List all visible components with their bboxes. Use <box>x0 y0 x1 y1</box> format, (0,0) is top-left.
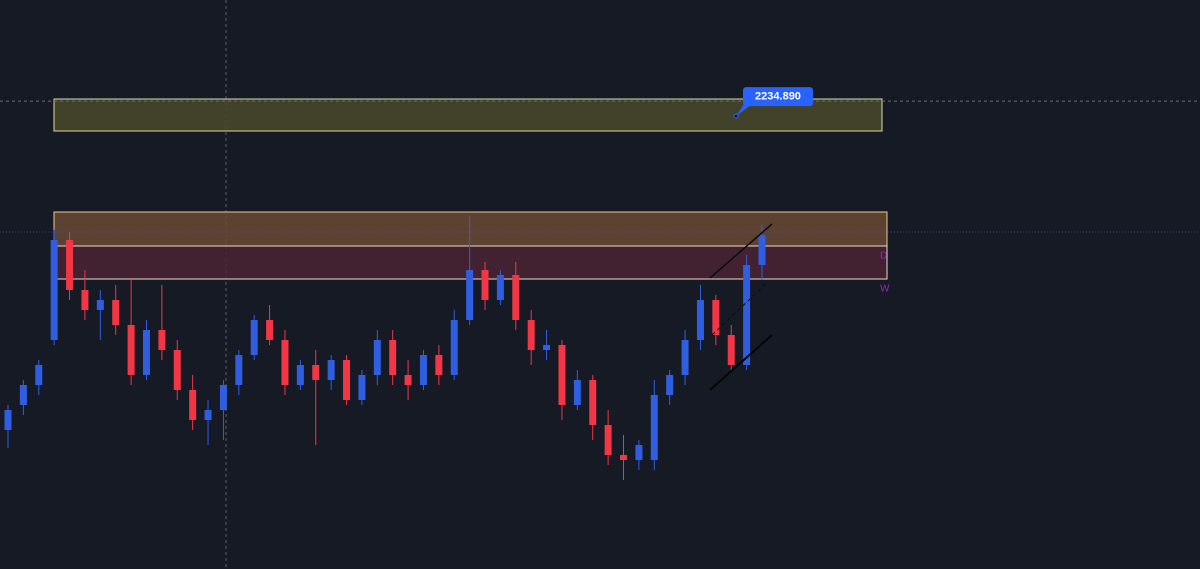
price-callout-point <box>733 113 739 119</box>
candle-body <box>66 240 74 290</box>
candle-body <box>573 380 581 405</box>
candle-body <box>312 365 320 380</box>
candle-body <box>158 330 166 350</box>
candle-body <box>173 350 181 390</box>
candle-body <box>19 385 27 405</box>
zone <box>53 98 883 132</box>
overlay: D W 2234.890 <box>733 87 890 295</box>
candle-body <box>389 340 397 375</box>
candle-body <box>712 300 720 335</box>
channel-line <box>711 281 769 336</box>
candle-body <box>189 390 197 420</box>
candle-body <box>419 355 427 385</box>
channel-line <box>709 223 773 279</box>
candle-body <box>481 270 489 300</box>
zone <box>53 211 888 247</box>
candle-body <box>543 345 551 350</box>
price-callout-box <box>743 87 813 107</box>
candle-body <box>743 265 751 365</box>
candle-body <box>404 375 412 385</box>
level-label: W <box>880 284 890 295</box>
candle-body <box>127 325 135 375</box>
candle-body <box>681 340 689 375</box>
candle-body <box>281 340 289 385</box>
candles <box>4 215 766 480</box>
candle-body <box>96 300 104 310</box>
candle-body <box>589 380 597 425</box>
candle-body <box>635 445 643 460</box>
candle-body <box>758 235 766 265</box>
candle-body <box>450 320 458 375</box>
candle-body <box>466 270 474 320</box>
candle-body <box>650 395 658 460</box>
candle-body <box>343 360 351 400</box>
price-callout-label: 2234.890 <box>755 91 801 103</box>
candle-body <box>235 355 243 385</box>
candle-body <box>435 355 443 375</box>
candle-body <box>35 365 43 385</box>
candle-body <box>558 345 566 405</box>
candle-body <box>512 275 520 320</box>
candle-body <box>620 455 628 460</box>
candle-body <box>4 410 12 430</box>
candle-body <box>358 375 366 400</box>
candle-body <box>250 320 258 355</box>
candle-body <box>373 340 381 375</box>
candle-body <box>727 335 735 365</box>
candle-body <box>527 320 535 350</box>
candle-body <box>327 360 335 380</box>
candle-body <box>204 410 212 420</box>
candle-body <box>666 375 674 395</box>
candle-body <box>496 275 504 300</box>
level-label: D <box>880 251 887 262</box>
candle-body <box>50 240 58 340</box>
candle-body <box>266 320 274 340</box>
candle-body <box>112 300 120 325</box>
candle-body <box>219 385 227 410</box>
candle-body <box>142 330 150 375</box>
channel-line <box>709 334 773 391</box>
candle-body <box>604 425 612 455</box>
candle-body <box>696 300 704 340</box>
candle-body <box>296 365 304 385</box>
candle-body <box>81 290 89 310</box>
